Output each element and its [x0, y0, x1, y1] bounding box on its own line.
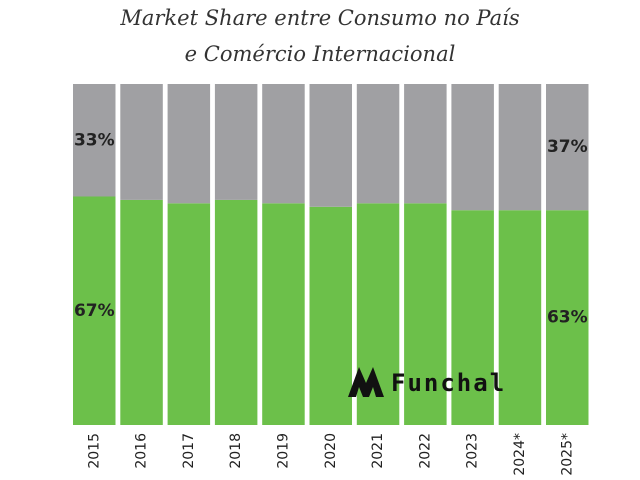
funchal-peaks-icon [348, 367, 384, 397]
bar-2017-series-0 [167, 203, 211, 425]
bar-2025-series-0 [546, 210, 589, 425]
bars-group [73, 84, 589, 425]
chart-title-line-1: Market Share entre Consumo no País [120, 6, 520, 30]
x-tick-label: 2019 [275, 433, 291, 469]
x-tick-label: 2020 [323, 433, 339, 469]
x-tick-label: 2022 [417, 433, 433, 469]
bar-2023-series-1 [451, 84, 494, 211]
bar-2018-series-1 [214, 84, 258, 200]
logo: Funchal [348, 367, 506, 397]
data-label-2025-series-1: 37% [547, 137, 588, 157]
bar-2024-series-1 [498, 84, 542, 211]
data-labels-group: 67% 33% 63% 37% [74, 130, 588, 327]
bar-2016-series-0 [120, 199, 163, 425]
bar-2019-series-1 [262, 84, 305, 204]
data-label-2025-series-0: 63% [547, 308, 588, 328]
bar-2023-series-0 [451, 210, 494, 425]
bar-2025-series-1 [546, 84, 589, 211]
bar-2019-series-0 [262, 203, 305, 425]
bar-2020-series-1 [309, 84, 352, 207]
x-tick-labels-group: 2015 2016 2017 2018 2019 2020 2021 2022 2023 2024… [86, 433, 575, 476]
bar-2015-series-0 [73, 196, 116, 425]
x-tick-label: 2025* [559, 433, 575, 476]
bar-2024-series-0 [498, 210, 542, 425]
bar-2016-series-1 [120, 84, 163, 200]
x-tick-label: 2018 [228, 433, 244, 469]
bar-2018-series-0 [214, 199, 258, 425]
chart-title-line-2: e Comércio Internacional [184, 42, 456, 66]
bar-2022-series-1 [404, 84, 447, 204]
x-tick-label: 2015 [86, 433, 102, 469]
x-tick-label: 2024* [512, 433, 528, 476]
x-tick-label: 2023 [465, 433, 481, 469]
bar-2021-series-1 [356, 84, 400, 204]
bar-2020-series-0 [309, 206, 352, 425]
logo-text: Funchal [391, 369, 506, 397]
x-tick-label: 2017 [181, 433, 197, 469]
bar-2022-series-0 [404, 203, 447, 425]
data-label-2015-series-1: 33% [74, 130, 115, 150]
x-tick-label: 2021 [370, 433, 386, 469]
data-label-2015-series-0: 67% [74, 301, 115, 321]
bar-2015-series-1 [73, 84, 116, 197]
bar-2017-series-1 [167, 84, 211, 204]
x-tick-label: 2016 [134, 433, 150, 469]
